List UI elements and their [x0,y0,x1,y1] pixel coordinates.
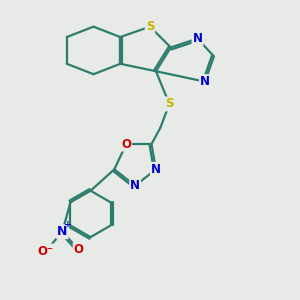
Text: N: N [200,75,210,88]
Text: O: O [121,138,131,151]
Text: O: O [74,243,84,256]
Text: S: S [146,20,154,33]
Text: N: N [130,179,140,192]
Text: N: N [151,163,161,176]
Text: +: + [64,220,71,229]
Text: N: N [193,32,202,45]
Text: S: S [165,98,174,110]
Text: O⁻: O⁻ [38,244,54,258]
Text: N: N [57,225,68,238]
